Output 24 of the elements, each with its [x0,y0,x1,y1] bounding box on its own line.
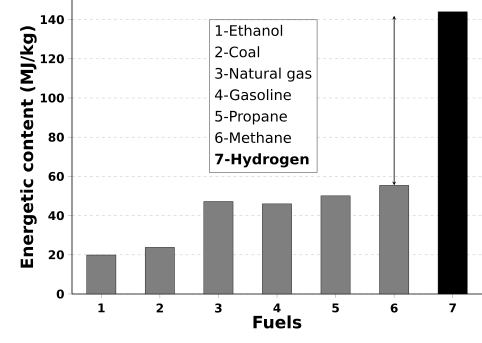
x-axis-title: Fuels [253,315,302,329]
annotation: 5-Propane [215,110,287,124]
annotation: 3-Natural gas [215,68,312,82]
y-tick-label: 0 [56,289,64,299]
annotation: 2-Coal [215,46,260,58]
x-tick-label: 5 [332,304,339,312]
x-tick-label: 2 [156,304,163,312]
y-tick-label: 140 [40,15,64,24]
y-tick-label: 60 [48,172,64,181]
y-axis-title: Energetic content (MJ/kg) [20,26,37,268]
y-tick-label: 80 [48,132,64,142]
y-tick-label: 20 [48,250,64,260]
x-tick-label: 4 [273,304,281,312]
x-tick-label: 3 [215,304,222,313]
y-tick-label: 100 [40,93,64,103]
x-tick-label: 1 [98,304,105,312]
annotation: 7-Hydrogen [215,153,308,168]
y-tick-label: 120 [40,54,64,64]
annotation: 4-Gasoline [214,89,291,100]
x-tick-label: 6 [390,304,398,313]
x-tick-label: 7 [449,304,456,312]
annotation: 1-Ethanol [216,24,282,36]
y-tick-label: 40 [48,211,64,220]
annotation: 6-Methane [215,132,291,144]
